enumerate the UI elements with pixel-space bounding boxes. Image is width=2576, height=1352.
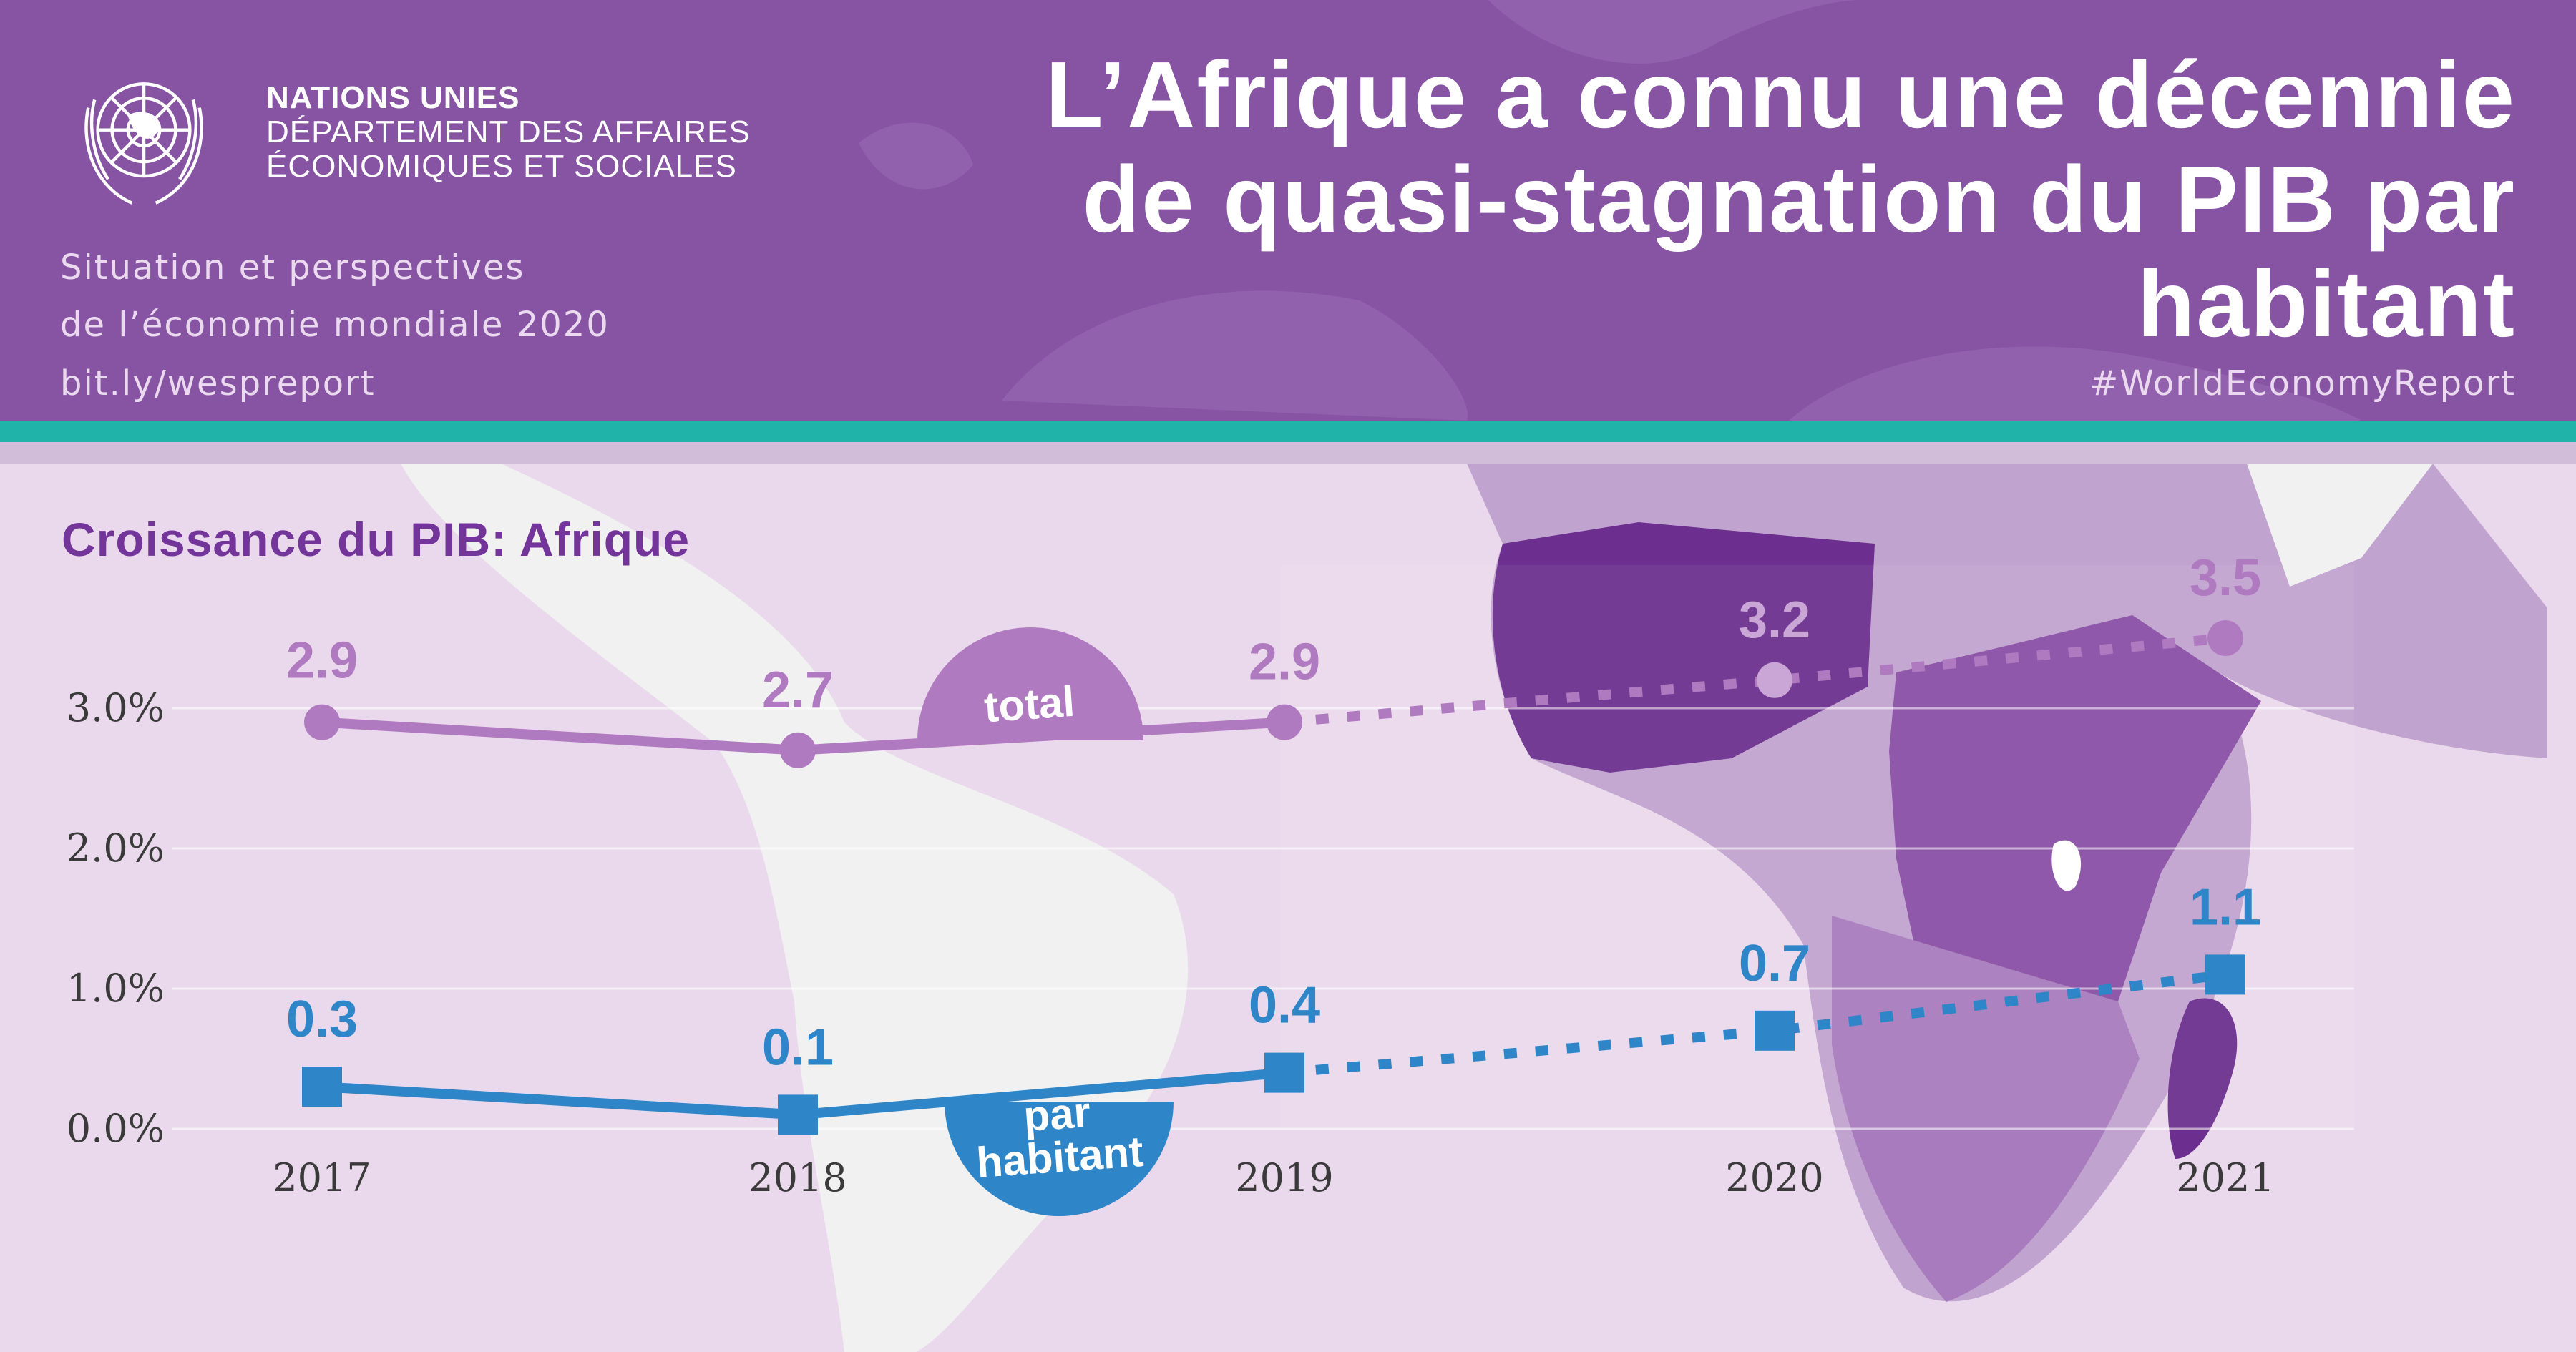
data-point-total (2207, 620, 2243, 656)
data-point-par-habitant (302, 1067, 342, 1107)
data-point-par-habitant (778, 1094, 818, 1135)
data-label: 0.1 (762, 1019, 834, 1076)
chart-title: Croissance du PIB: Afrique (62, 513, 691, 566)
y-tick-label: 0.0% (67, 1106, 165, 1151)
report-name-line-2: de l’économie mondiale 2020 (60, 305, 610, 345)
data-label: 3.2 (1739, 592, 1810, 649)
data-point-total (780, 732, 816, 768)
par-habitant-badge-label: habitant (975, 1127, 1145, 1187)
par-habitant-badge-shape (945, 1102, 1174, 1216)
data-point-total (1267, 704, 1302, 740)
data-label: 2.9 (286, 632, 358, 690)
data-point-par-habitant (1264, 1052, 1304, 1093)
data-label: 2.7 (762, 662, 834, 719)
page-title: L’Afrique a connu une décennie de quasi-… (1045, 42, 2516, 356)
data-label: 1.1 (2190, 878, 2261, 936)
x-tick-label: 2017 (273, 1155, 371, 1200)
series-par-habitant (302, 954, 2245, 1135)
data-label: 3.5 (2190, 549, 2261, 607)
data-label: 2.9 (1249, 634, 1320, 691)
y-tick-label: 2.0% (67, 826, 165, 871)
teal-divider (0, 421, 2576, 442)
par-habitant-badge-label: par (1022, 1088, 1092, 1140)
data-point-total (1757, 662, 1792, 698)
data-point-par-habitant (1755, 1010, 1795, 1051)
total-badge-shape (917, 627, 1143, 740)
x-tick-label: 2019 (1235, 1155, 1333, 1200)
lilac-divider (0, 442, 2576, 464)
grid-lines (172, 707, 2354, 1130)
total-badge-label: total (982, 677, 1076, 732)
x-tick-label: 2020 (1725, 1155, 1823, 1200)
report-name-line-1: Situation et perspectives (60, 248, 525, 288)
org-name: NATIONS UNIES (266, 80, 520, 115)
data-label: 0.7 (1739, 935, 1810, 992)
department-line-2: ÉCONOMIQUES ET SOCIALES (266, 149, 737, 184)
report-link[interactable]: bit.ly/wespreport (60, 363, 376, 403)
department-line-1: DÉPARTEMENT DES AFFAIRES (266, 114, 751, 150)
un-emblem-icon (84, 82, 203, 205)
series-line-forecast (1284, 633, 2226, 728)
series-line-forecast (1284, 969, 2226, 1078)
data-point-total (304, 704, 340, 740)
data-label: 0.4 (1249, 977, 1320, 1034)
header-banner: NATIONS UNIES DÉPARTEMENT DES AFFAIRES É… (0, 0, 2576, 421)
data-labels: 2.9 2.7 2.9 3.2 3.5 0.3 0.1 0.4 0.7 1.1 (286, 549, 2261, 1076)
y-tick-label: 3.0% (67, 685, 165, 730)
total-series-badge: total (917, 627, 1143, 740)
y-tick-label: 1.0% (67, 966, 165, 1011)
data-label: 0.3 (286, 991, 358, 1048)
x-tick-label: 2018 (748, 1155, 847, 1200)
hashtag[interactable]: #WorldEconomyReport (2089, 363, 2516, 403)
x-axis: 2017 2018 2019 2020 2021 (273, 1155, 2274, 1200)
world-map-background (859, 0, 2361, 421)
data-point-par-habitant (2205, 954, 2245, 995)
x-tick-label: 2021 (2176, 1155, 2274, 1200)
y-axis: 0.0% 1.0% 2.0% 3.0% (67, 685, 165, 1151)
